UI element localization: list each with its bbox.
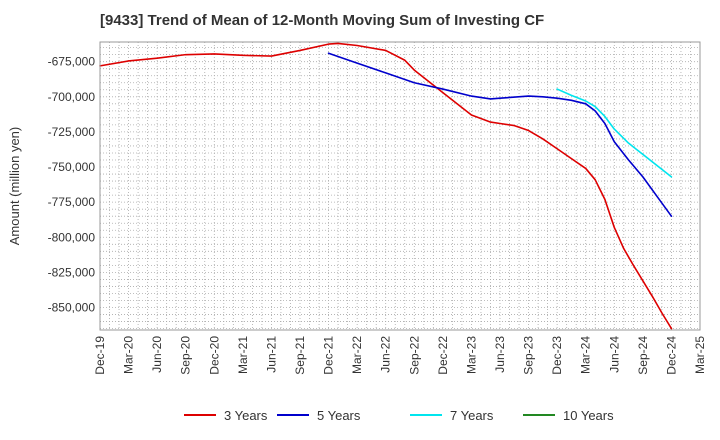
y-tick-label: -800,000 [48, 230, 96, 244]
y-tick-label: -775,000 [48, 195, 96, 209]
legend-label: 5 Years [317, 407, 361, 423]
x-tick-label: Dec-22 [436, 336, 450, 375]
legend-swatch [523, 414, 555, 416]
y-tick-label: -750,000 [48, 160, 96, 174]
legend-label: 10 Years [563, 407, 614, 423]
x-tick-label: Sep-24 [636, 336, 650, 375]
legend-item: 10 Years [523, 404, 614, 426]
legend-item: 3 Years [184, 404, 267, 426]
x-axis-ticks: Dec-19 Mar-20 Jun-20 Sep-20 Dec-20 Mar-21 Jun-… [93, 336, 707, 375]
x-tick-label: Dec-20 [207, 336, 221, 375]
x-tick-label: Mar-22 [350, 336, 364, 374]
y-tick-label: -700,000 [48, 90, 96, 104]
y-tick-label: -675,000 [48, 55, 96, 69]
plot-frame [99, 41, 701, 331]
legend-swatch [277, 414, 309, 416]
chart-series-lines [99, 42, 673, 330]
x-tick-label: Mar-20 [122, 336, 136, 374]
chart-grid [100, 42, 700, 330]
legend-label: 7 Years [450, 407, 494, 423]
legend-item: 5 Years [277, 404, 360, 426]
x-tick-label: Dec-23 [550, 336, 564, 375]
x-tick-label: Jun-24 [607, 336, 621, 373]
series-line-3-years [99, 42, 673, 330]
y-tick-label: -825,000 [48, 265, 96, 279]
x-tick-label: Sep-23 [522, 336, 536, 375]
legend-label: 3 Years [224, 407, 268, 423]
legend-swatch [410, 414, 442, 416]
x-tick-label: Mar-25 [693, 336, 707, 374]
y-axis-ticks: -675,000 -700,000 -725,000 -750,000 -775,000… [48, 55, 96, 315]
y-tick-label: -725,000 [48, 125, 96, 139]
series-line-7-years [556, 88, 673, 178]
x-tick-label: Jun-22 [379, 336, 393, 373]
legend-item: 7 Years [410, 404, 493, 426]
x-tick-label: Jun-23 [493, 336, 507, 373]
x-tick-label: Mar-24 [579, 336, 593, 374]
series-line-5-years [327, 52, 673, 217]
x-tick-label: Dec-21 [322, 336, 336, 375]
y-tick-label: -850,000 [48, 301, 96, 315]
x-tick-label: Sep-21 [293, 336, 307, 375]
x-tick-label: Sep-20 [179, 336, 193, 375]
x-tick-label: Dec-24 [664, 336, 678, 375]
x-tick-label: Mar-23 [464, 336, 478, 374]
x-tick-label: Jun-21 [264, 336, 278, 373]
x-tick-label: Dec-19 [93, 336, 107, 375]
x-tick-label: Mar-21 [236, 336, 250, 374]
x-tick-label: Sep-22 [407, 336, 421, 375]
y-axis-label: Amount (million yen) [7, 127, 22, 246]
x-tick-label: Jun-20 [150, 336, 164, 373]
chart-legend: 3 Years 5 Years 7 Years 10 Years [0, 404, 720, 426]
legend-swatch [184, 414, 216, 416]
chart-title: [9433] Trend of Mean of 12-Month Moving … [100, 12, 545, 29]
